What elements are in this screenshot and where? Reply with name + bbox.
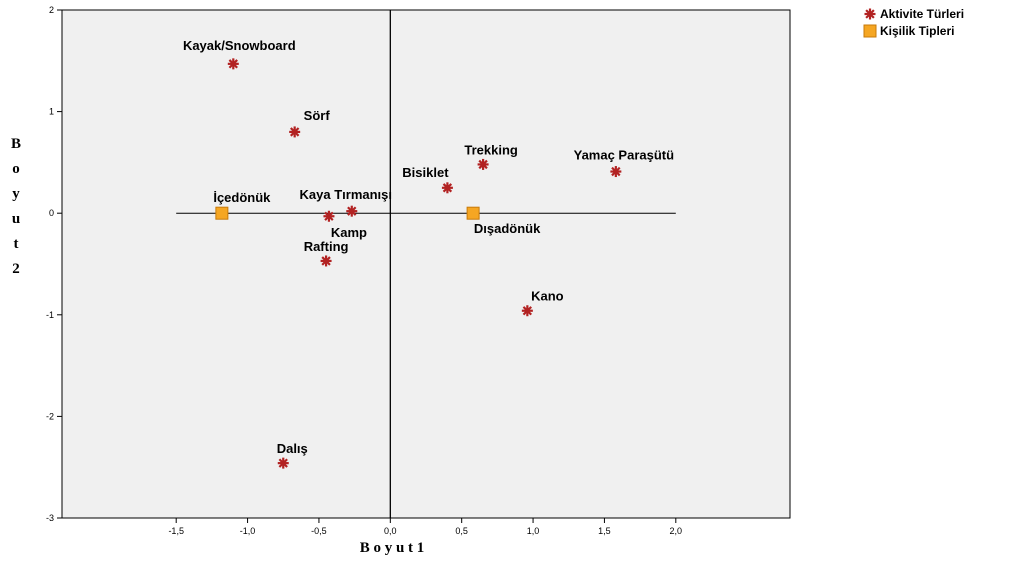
- point-label: Kaya Tırmanışı: [300, 187, 393, 202]
- x-tick-label: 2,0: [670, 526, 683, 536]
- data-points: [215, 58, 622, 469]
- legend-label: Kişilik Tipleri: [880, 24, 954, 38]
- point-label: Yamaç Paraşütü: [574, 148, 675, 163]
- point-rafting: [320, 255, 332, 267]
- point-kayak-snowboard: [227, 58, 239, 70]
- point-label: Kamp: [331, 225, 367, 240]
- point-label: Kayak/Snowboard: [183, 38, 296, 53]
- x-axis-title: B o y u t 1: [360, 540, 425, 556]
- x-tick-label: 0,0: [384, 526, 397, 536]
- point-labels: Kayak/Snowboard Sörf Trekking Yamaç Paraşüt…: [183, 38, 674, 456]
- point-s-rf: [289, 126, 301, 138]
- point-d-ad-n-k: [466, 206, 480, 220]
- point-kano: [521, 305, 533, 317]
- y-tick-label: -2: [46, 411, 54, 421]
- point-label: İçedönük: [213, 190, 271, 205]
- y-tick-label: -3: [46, 513, 54, 523]
- point-trekking: [477, 158, 489, 170]
- x-tick-label: -1,5: [168, 526, 184, 536]
- y-axis-ticks: 2 1 0 -1 -2 -3: [46, 5, 62, 523]
- point-label: Kano: [531, 289, 564, 304]
- y-axis-title-letter: o: [12, 161, 20, 177]
- y-axis-title-letter: u: [12, 211, 20, 227]
- point-dal-: [277, 457, 289, 469]
- y-axis-title-letter: 2: [12, 261, 20, 277]
- reference-lines: [176, 10, 676, 518]
- legend-marker-asterisk: [864, 8, 876, 20]
- point-kaya-t-rman-: [346, 205, 358, 217]
- point-yama-para-t-: [610, 166, 622, 178]
- x-tick-label: 0,5: [455, 526, 468, 536]
- x-tick-label: 1,0: [527, 526, 540, 536]
- x-tick-label: 1,5: [598, 526, 611, 536]
- x-tick-label: -0,5: [311, 526, 327, 536]
- x-axis-ticks: -1,5 -1,0 -0,5 0,0 0,5 1,0 1,5 2,0: [168, 518, 682, 536]
- point-label: Bisiklet: [402, 165, 449, 180]
- y-tick-label: 0: [49, 208, 54, 218]
- y-axis-title-letter: t: [14, 236, 19, 252]
- point-i-ed-n-k: [215, 206, 229, 220]
- legend-label: Aktivite Türleri: [880, 7, 964, 21]
- plot-area: [61, 9, 791, 519]
- legend-marker-square: [863, 24, 877, 38]
- point-label: Rafting: [304, 239, 349, 254]
- x-tick-label: -1,0: [240, 526, 256, 536]
- legend: Aktivite Türleri Kişilik Tipleri: [863, 7, 964, 38]
- point-kamp: [323, 210, 335, 222]
- point-label: Dalış: [277, 441, 308, 456]
- y-axis-title-letter: B: [11, 136, 21, 152]
- y-tick-label: -1: [46, 310, 54, 320]
- point-bisiklet: [441, 182, 453, 194]
- point-label: Trekking: [464, 142, 518, 157]
- y-axis-title-letter: y: [12, 186, 20, 202]
- point-label: Dışadönük: [474, 221, 541, 236]
- y-tick-label: 1: [49, 107, 54, 117]
- point-label: Sörf: [304, 108, 331, 123]
- y-tick-label: 2: [49, 5, 54, 15]
